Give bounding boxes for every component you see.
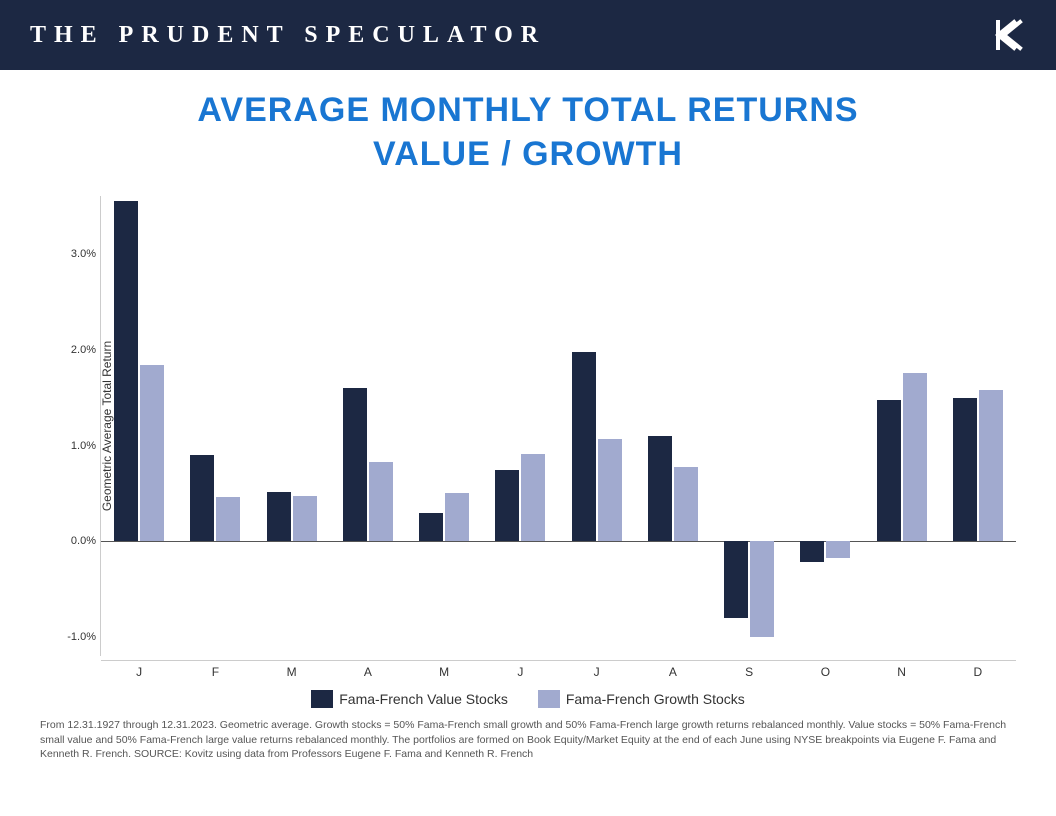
month-group [177, 196, 253, 656]
chart-bar [114, 201, 138, 541]
chart-bar [674, 467, 698, 542]
page-header: THE PRUDENT SPECULATOR [0, 0, 1056, 70]
chart-legend: Fama-French Value Stocks Fama-French Gro… [0, 690, 1056, 708]
brand-logo-icon [992, 18, 1026, 52]
chart-bar [750, 541, 774, 637]
chart-bar [216, 497, 240, 541]
chart-bar [800, 541, 824, 562]
chart-bar [419, 513, 443, 542]
chart-bar [495, 470, 519, 541]
chart-bar [826, 541, 850, 557]
chart-title-line1: AVERAGE MONTHLY TOTAL RETURNS [0, 88, 1056, 132]
chart-bar [877, 400, 901, 542]
footnote-text: From 12.31.1927 through 12.31.2023. Geom… [40, 718, 1016, 761]
chart-container: Geometric Average Total Return -1.0%0.0%… [40, 196, 1016, 656]
chart-bar [648, 436, 672, 541]
month-group [559, 196, 635, 656]
x-tick-label: A [635, 660, 711, 679]
y-tick-label: 0.0% [51, 535, 96, 547]
month-group [940, 196, 1016, 656]
month-group [711, 196, 787, 656]
legend-label-growth: Fama-French Growth Stocks [566, 691, 745, 707]
bars-row [101, 196, 1016, 656]
chart-bar [445, 493, 469, 542]
month-group [330, 196, 406, 656]
chart-bar [521, 454, 545, 541]
chart-title: AVERAGE MONTHLY TOTAL RETURNS VALUE / GR… [0, 88, 1056, 176]
chart-bar [979, 390, 1003, 541]
legend-item-value: Fama-French Value Stocks [311, 690, 508, 708]
x-tick-label: J [559, 660, 635, 679]
month-group [635, 196, 711, 656]
chart-title-line2: VALUE / GROWTH [0, 132, 1056, 176]
y-tick-label: 2.0% [51, 344, 96, 356]
x-axis: JFMAMJJASOND [101, 660, 1016, 679]
month-group [101, 196, 177, 656]
legend-item-growth: Fama-French Growth Stocks [538, 690, 745, 708]
month-group [864, 196, 940, 656]
month-group [254, 196, 330, 656]
legend-swatch-growth [538, 690, 560, 708]
chart-bar [724, 541, 748, 618]
month-group [406, 196, 482, 656]
month-group [787, 196, 863, 656]
x-tick-label: O [787, 660, 863, 679]
x-tick-label: M [406, 660, 482, 679]
legend-label-value: Fama-French Value Stocks [339, 691, 508, 707]
legend-swatch-value [311, 690, 333, 708]
chart-plot-area: -1.0%0.0%1.0%2.0%3.0%JFMAMJJASOND [100, 196, 1016, 656]
chart-bar [953, 398, 977, 542]
x-tick-label: S [711, 660, 787, 679]
y-tick-label: 3.0% [51, 248, 96, 260]
x-tick-label: J [101, 660, 177, 679]
chart-bar [343, 388, 367, 541]
x-tick-label: M [254, 660, 330, 679]
chart-bar [903, 373, 927, 542]
chart-bar [572, 352, 596, 542]
x-tick-label: F [177, 660, 253, 679]
y-tick-label: 1.0% [51, 440, 96, 452]
month-group [482, 196, 558, 656]
y-tick-label: -1.0% [51, 631, 96, 643]
chart-bar [267, 492, 291, 542]
brand-title: THE PRUDENT SPECULATOR [30, 22, 546, 49]
chart-bar [140, 365, 164, 541]
chart-bar [598, 439, 622, 542]
x-tick-label: D [940, 660, 1016, 679]
chart-bar [293, 496, 317, 541]
chart-bar [369, 462, 393, 542]
x-tick-label: J [482, 660, 558, 679]
x-tick-label: N [864, 660, 940, 679]
chart-bar [190, 455, 214, 541]
x-tick-label: A [330, 660, 406, 679]
